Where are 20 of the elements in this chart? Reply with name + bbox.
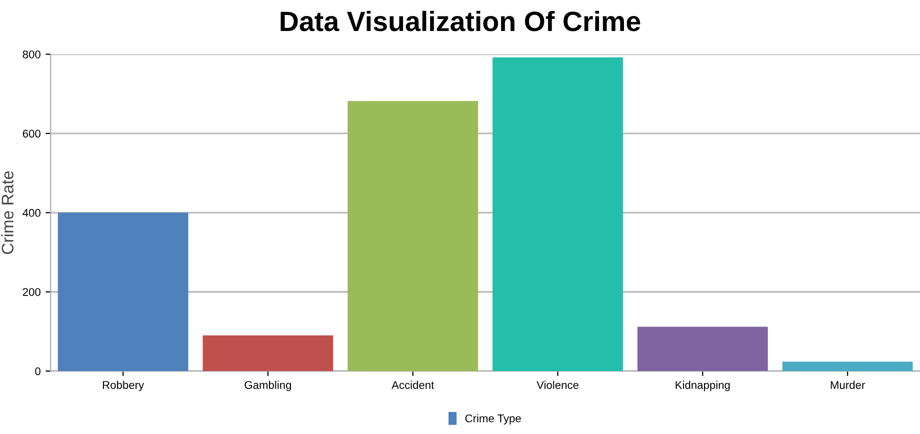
x-tick-label: Gambling — [244, 380, 292, 392]
y-axis-title: Crime Rate — [1, 171, 14, 254]
chart-title: Data Visualization Of Crime — [280, 10, 640, 32]
x-tick-label: Accident — [392, 380, 434, 389]
y-tick-label: 400 — [22, 208, 40, 217]
x-tick-label: Violence — [536, 380, 578, 389]
x-tick-label: Murder — [830, 380, 865, 389]
y-tick-label: 0 — [35, 367, 40, 376]
bar — [782, 362, 913, 372]
y-tick-label: 200 — [22, 288, 40, 296]
x-tick-label: Robbery — [102, 380, 144, 392]
bar — [202, 335, 334, 372]
x-tick-label: Kidnapping — [676, 380, 730, 392]
bar — [492, 57, 623, 372]
bar — [58, 212, 188, 372]
bar — [348, 100, 478, 372]
bar — [637, 326, 768, 372]
legend-label: Crime Type — [465, 414, 521, 424]
y-tick-label: 600 — [22, 130, 40, 138]
y-tick-label: 800 — [22, 50, 40, 58]
